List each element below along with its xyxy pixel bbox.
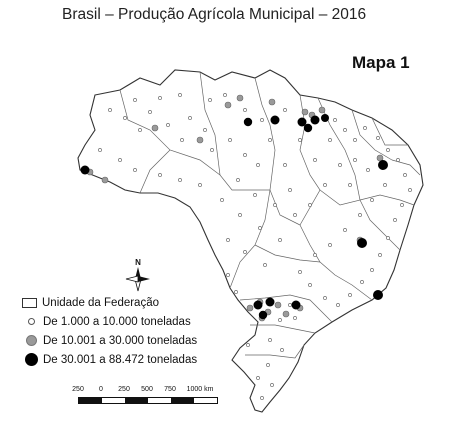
scale-tick-label: 250 bbox=[72, 386, 84, 393]
scale-tick-label: 0 bbox=[99, 386, 103, 393]
legend-mid: De 10.001 a 30.000 toneladas bbox=[22, 331, 197, 350]
medium-production-dots bbox=[86, 94, 384, 322]
scale-bar: 250 0 250 500 750 1000 km bbox=[72, 386, 238, 416]
map-title: Brasil – Produção Agrícola Municipal – 2… bbox=[62, 6, 367, 23]
large-production-dots bbox=[80, 114, 388, 320]
boundary-swatch bbox=[22, 297, 37, 308]
legend-boundary: Unidade da Federação bbox=[22, 293, 197, 312]
legend-boundary-label: Unidade da Federação bbox=[42, 296, 159, 309]
map-number-label: Mapa 1 bbox=[352, 53, 410, 72]
north-label: N bbox=[135, 258, 141, 267]
legend-big: De 30.001 a 88.472 toneladas bbox=[22, 350, 197, 369]
legend-small-label: De 1.000 a 10.000 toneladas bbox=[43, 315, 191, 328]
legend-small: De 1.000 a 10.000 toneladas bbox=[22, 312, 197, 331]
small-dot-swatch bbox=[28, 318, 35, 325]
scale-tick-label: 750 bbox=[164, 386, 176, 393]
scale-tick-label: 500 bbox=[141, 386, 153, 393]
mid-dot-swatch bbox=[26, 335, 37, 346]
map-legend: Unidade da Federação De 1.000 a 10.000 t… bbox=[22, 293, 197, 369]
small-production-dots bbox=[98, 93, 412, 400]
scale-tick-label: 1000 km bbox=[186, 386, 214, 393]
north-arrow-icon: N bbox=[125, 258, 150, 292]
legend-big-label: De 30.001 a 88.472 toneladas bbox=[43, 353, 198, 366]
legend-mid-label: De 10.001 a 30.000 toneladas bbox=[43, 334, 198, 347]
scale-tick-label: 250 bbox=[118, 386, 130, 393]
big-dot-swatch bbox=[25, 353, 38, 366]
scale-bar-segments bbox=[78, 397, 218, 404]
